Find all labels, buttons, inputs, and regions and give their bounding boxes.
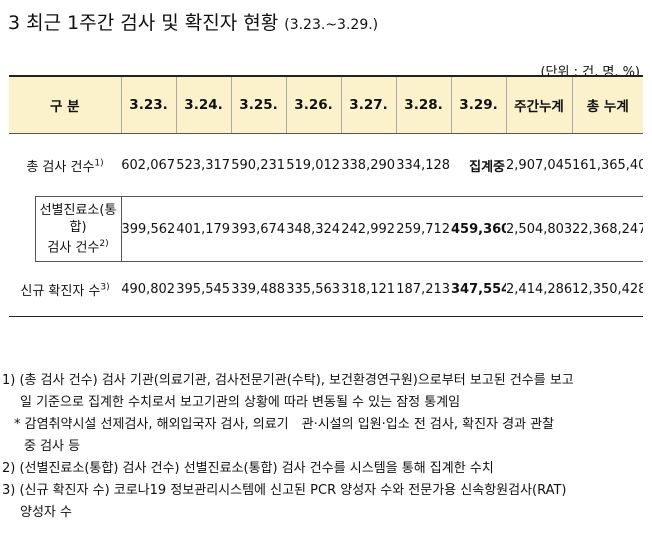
indent-cell xyxy=(9,197,35,262)
table-cell: 399,562 xyxy=(121,196,177,262)
footnote-line: 일 기준으로 집계한 수치로서 보고기관의 상황에 따라 변동될 수 있는 잠정… xyxy=(20,395,461,410)
header-row: 구 분 3.23. 3.24. 3.25. 3.26. 3.27. 3.28. … xyxy=(9,75,644,134)
row-label: 선별진료소(통 합) 검사 건수2) xyxy=(34,196,122,262)
footnote-line: 1) (총 검사 건수) 검사 기관(의료기관, 검사전문기관(수탁), 보건환… xyxy=(2,373,574,388)
footnote-line: 2) (선별진료소(통합) 검사 건수) 선별진료소(통합) 검사 건수를 시스… xyxy=(2,461,494,476)
table-cell: 187,213 xyxy=(396,261,452,317)
footnote-1-detail: * 감염취약시설 선제검사, 해외입국자 검사, 의료기 관·시설의 입원·입소… xyxy=(0,414,652,458)
table-row: 총 검사 건수1) 602,067 523,317 590,231 519,01… xyxy=(9,134,643,197)
section-title: 3 최근 1주간 검사 및 확진자 현황 (3.23.~3.29.) xyxy=(8,8,378,35)
table-cell: 590,231 xyxy=(231,157,286,173)
footnote-1: 1) (총 검사 건수) 검사 기관(의료기관, 검사전문기관(수탁), 보건환… xyxy=(0,370,652,414)
stats-table: 구 분 3.23. 3.24. 3.25. 3.26. 3.27. 3.28. … xyxy=(9,75,644,317)
footnote-line: * 감염취약시설 선제검사, 해외입국자 검사, 의료기 관·시설의 입원·입소… xyxy=(14,417,555,432)
table-cell: 259,712 xyxy=(396,196,452,262)
row-label-text: 선별진료소(통 xyxy=(39,202,117,218)
footnote-ref: 1) xyxy=(94,158,104,169)
table-cell: 338,290 xyxy=(341,157,396,173)
table-cell: 242,992 xyxy=(341,196,397,262)
footnote-2: 2) (선별진료소(통합) 검사 건수) 선별진료소(통합) 검사 건수를 시스… xyxy=(0,458,652,480)
table-cell: 334,128 xyxy=(396,157,451,173)
header-date: 3.28. xyxy=(395,75,452,134)
header-date: 3.26. xyxy=(285,75,342,134)
table-cell: 490,802 xyxy=(121,261,177,317)
footnote-line: 3) (신규 확진자 수) 코로나19 정보관리시스템에 신고된 PCR 양성자… xyxy=(2,483,567,498)
footnote-3: 3) (신규 확진자 수) 코로나19 정보관리시스템에 신고된 PCR 양성자… xyxy=(0,480,652,524)
table-cell: 2,504,803 xyxy=(506,196,573,262)
table-cell: 318,121 xyxy=(341,261,397,317)
table-cell: 2,907,045 xyxy=(506,157,573,173)
table-cell: 339,488 xyxy=(231,261,287,317)
table-cell: 161,365,409 xyxy=(572,157,643,173)
row-label: 신규 확진자 수3) xyxy=(9,261,122,317)
table-cell: 395,545 xyxy=(176,261,232,317)
table-row: 선별진료소(통 합) 검사 건수2) 399,562 401,179 393,674… xyxy=(9,196,644,262)
header-date: 3.29. xyxy=(450,75,507,134)
row-label: 총 검사 건수1) xyxy=(9,134,121,197)
footnote-ref: 3) xyxy=(100,282,110,293)
table-cell: 401,179 xyxy=(176,196,232,262)
table-cell: 348,324 xyxy=(286,196,342,262)
table-cell: 347,554 xyxy=(451,261,507,317)
footnote-line: 중 검사 등 xyxy=(24,439,81,454)
table-cell: 602,067 xyxy=(121,157,176,173)
table-cell: 523,317 xyxy=(176,157,231,173)
table-cell: 22,368,247 xyxy=(572,196,644,262)
table-cell: 393,674 xyxy=(231,196,287,262)
table-cell: 12,350,428 xyxy=(572,261,644,317)
row-label-text: 합) xyxy=(69,219,87,235)
header-date: 3.25. xyxy=(230,75,287,134)
table-row: 신규 확진자 수3) 490,802 395,545 339,488 335,5… xyxy=(9,261,644,317)
row-label-text: 총 검사 건수 xyxy=(26,159,95,175)
row-label-text: 신규 확진자 수 xyxy=(20,283,101,299)
footnotes: 1) (총 검사 건수) 검사 기관(의료기관, 검사전문기관(수탁), 보건환… xyxy=(0,370,652,524)
header-cumulative-total: 총 누계 xyxy=(571,75,644,134)
header-category: 구 분 xyxy=(9,75,122,134)
header-date: 3.23. xyxy=(120,75,177,134)
header-date: 3.24. xyxy=(175,75,232,134)
header-weekly-total: 주간누계 xyxy=(505,75,573,134)
title-main: 3 최근 1주간 검사 및 확진자 현황 xyxy=(8,12,279,34)
title-period: (3.23.~3.29.) xyxy=(284,17,379,33)
footnote-ref: 2) xyxy=(99,238,109,249)
row-label-text: 검사 건수 xyxy=(47,240,100,256)
footnote-line: 양성자 수 xyxy=(20,505,72,520)
table-cell: 2,414,286 xyxy=(506,261,573,317)
table-cell: 집계중 xyxy=(469,159,506,175)
table-cell: 459,360 xyxy=(451,196,507,262)
header-date: 3.27. xyxy=(340,75,397,134)
table-cell: 335,563 xyxy=(286,261,342,317)
table-cell: 519,012 xyxy=(286,157,341,173)
